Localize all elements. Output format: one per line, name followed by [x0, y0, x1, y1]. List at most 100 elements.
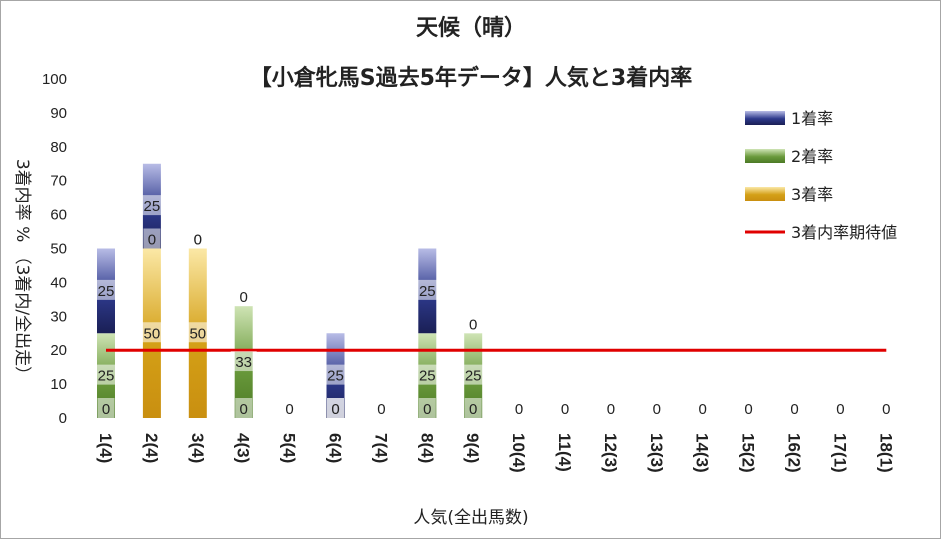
data-label: 33	[235, 354, 252, 371]
data-label: 0	[515, 401, 523, 418]
data-label-bg	[464, 313, 482, 334]
y-tick-label: 50	[50, 241, 67, 258]
y-tick-label: 30	[50, 308, 67, 325]
y-tick-label: 0	[59, 410, 67, 427]
chart-title: 天候（晴）	[416, 15, 526, 41]
x-tick-label: 11(4)	[555, 433, 574, 472]
data-label: 25	[98, 283, 115, 300]
y-tick-label: 40	[50, 274, 67, 291]
x-tick-label: 9(4)	[463, 433, 482, 463]
data-label-bg	[138, 195, 165, 216]
data-label: 0	[331, 401, 339, 418]
data-label: 0	[744, 401, 752, 418]
data-label-bg	[235, 398, 253, 418]
x-tick-label: 16(2)	[785, 433, 804, 473]
data-label: 0	[194, 232, 202, 249]
x-tick-label: 18(1)	[876, 433, 895, 473]
data-label-bg	[831, 398, 849, 418]
x-tick-label: 8(4)	[417, 433, 436, 463]
data-label-bg	[93, 364, 119, 385]
data-label-bg	[189, 228, 207, 249]
chart-subtitle: 【小倉牝馬S過去5年データ】人気と3着内率	[250, 65, 692, 91]
x-tick-label: 6(4)	[326, 433, 345, 463]
y-tick-label: 80	[50, 139, 67, 156]
data-label-bg	[464, 398, 482, 418]
data-label-bg	[877, 398, 895, 418]
data-label-bg	[510, 398, 528, 418]
x-tick-label: 15(2)	[739, 433, 758, 473]
data-label: 25	[419, 368, 436, 385]
data-label: 0	[240, 401, 248, 418]
legend-swatch	[745, 111, 785, 125]
legend: 1着率 2着率 3着率 3着内率期待値	[745, 109, 897, 242]
data-label-bg	[418, 398, 436, 418]
data-label: 0	[469, 316, 477, 333]
x-tick-label: 7(4)	[371, 433, 390, 463]
x-tick-label: 14(3)	[693, 433, 712, 473]
data-label: 0	[699, 401, 707, 418]
legend-swatch	[745, 149, 785, 163]
data-label-bg	[740, 398, 758, 418]
x-axis-label: 人気(全出馬数)	[413, 508, 528, 528]
data-label-bg	[602, 398, 620, 418]
data-label: 0	[240, 289, 248, 306]
data-label: 0	[790, 401, 798, 418]
data-label-bg	[322, 364, 349, 385]
data-label: 50	[144, 325, 161, 342]
data-label: 25	[419, 283, 436, 300]
data-label: 0	[469, 401, 477, 418]
data-label-bg	[460, 364, 487, 385]
data-label-bg	[93, 279, 119, 300]
data-labels: 0 25 25 50 0 25 50 0 0 0 33 0 0 0 0 25 0 0 25 25 0 25 0 0 0 0 0 0 0 0…	[93, 195, 895, 418]
data-label: 0	[653, 401, 661, 418]
data-label-bg	[97, 398, 115, 418]
x-tick-label: 4(3)	[234, 433, 253, 463]
data-label: 0	[148, 232, 156, 249]
x-tick-label: 13(3)	[647, 433, 666, 473]
data-label: 25	[465, 368, 482, 385]
legend-label: 3着内率期待値	[791, 223, 897, 242]
y-tick-label: 10	[50, 376, 67, 393]
legend-label: 1着率	[791, 109, 833, 128]
data-label: 0	[882, 401, 890, 418]
data-label: 25	[98, 368, 115, 385]
data-label-bg	[694, 398, 712, 418]
x-axis: 1(4) 2(4) 3(4) 4(3) 5(4) 6(4) 7(4) 8(4) 9(4) 10(4…	[96, 433, 895, 473]
y-tick-label: 20	[50, 342, 67, 359]
data-label-bg	[648, 398, 666, 418]
x-tick-label: 17(1)	[830, 433, 849, 473]
x-tick-label: 10(4)	[509, 433, 528, 473]
data-label: 0	[102, 401, 110, 418]
data-label-bg	[327, 398, 344, 418]
data-label-bg	[281, 398, 299, 418]
data-label: 0	[285, 401, 293, 418]
data-label: 0	[423, 401, 431, 418]
data-label: 50	[189, 325, 206, 342]
data-label-bg	[414, 279, 441, 300]
y-axis-label: 3着内率 % （3着内/全出走）	[12, 159, 32, 383]
data-label-bg	[556, 398, 574, 418]
legend-swatch	[745, 187, 785, 201]
data-label-bg	[184, 322, 211, 343]
data-label: 25	[144, 198, 161, 215]
data-label-bg	[372, 398, 390, 418]
x-tick-label: 5(4)	[280, 433, 299, 463]
data-label: 25	[327, 368, 344, 385]
data-label-bg	[138, 322, 165, 343]
data-label: 0	[836, 401, 844, 418]
data-label: 0	[377, 401, 385, 418]
data-label-bg	[414, 364, 441, 385]
y-tick-label: 100	[42, 71, 67, 88]
y-tick-label: 70	[50, 173, 67, 190]
data-label-bg	[230, 351, 257, 372]
data-label-bg	[786, 398, 803, 418]
data-label-bg	[235, 286, 253, 307]
x-tick-label: 3(4)	[188, 433, 207, 463]
x-tick-label: 2(4)	[142, 433, 161, 463]
data-label: 0	[607, 401, 615, 418]
y-tick-label: 60	[50, 207, 67, 224]
legend-label: 3着率	[791, 185, 833, 204]
data-label: 0	[561, 401, 569, 418]
